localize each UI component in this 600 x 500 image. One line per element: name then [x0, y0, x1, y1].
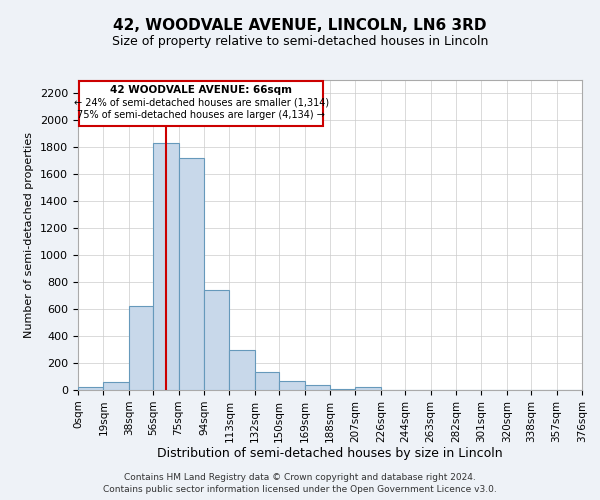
FancyBboxPatch shape [79, 80, 323, 126]
Text: Size of property relative to semi-detached houses in Lincoln: Size of property relative to semi-detach… [112, 35, 488, 48]
Text: ← 24% of semi-detached houses are smaller (1,314): ← 24% of semi-detached houses are smalle… [74, 98, 329, 108]
Bar [129, 306, 153, 390]
Text: 42, WOODVALE AVENUE, LINCOLN, LN6 3RD: 42, WOODVALE AVENUE, LINCOLN, LN6 3RD [113, 18, 487, 32]
Bar [103, 382, 129, 390]
Bar [305, 384, 330, 390]
Bar [179, 158, 204, 390]
Text: Contains HM Land Registry data © Crown copyright and database right 2024.: Contains HM Land Registry data © Crown c… [124, 473, 476, 482]
Bar [204, 290, 229, 390]
Bar [78, 388, 103, 390]
Bar [229, 350, 255, 390]
Bar [330, 389, 355, 390]
Text: 75% of semi-detached houses are larger (4,134) →: 75% of semi-detached houses are larger (… [77, 110, 325, 120]
Text: Contains public sector information licensed under the Open Government Licence v3: Contains public sector information licen… [103, 486, 497, 494]
Bar [355, 386, 381, 390]
Y-axis label: Number of semi-detached properties: Number of semi-detached properties [25, 132, 34, 338]
Text: 42 WOODVALE AVENUE: 66sqm: 42 WOODVALE AVENUE: 66sqm [110, 84, 292, 94]
Bar [279, 381, 305, 390]
Bar [153, 144, 179, 390]
X-axis label: Distribution of semi-detached houses by size in Lincoln: Distribution of semi-detached houses by … [157, 448, 503, 460]
Bar [255, 372, 279, 390]
